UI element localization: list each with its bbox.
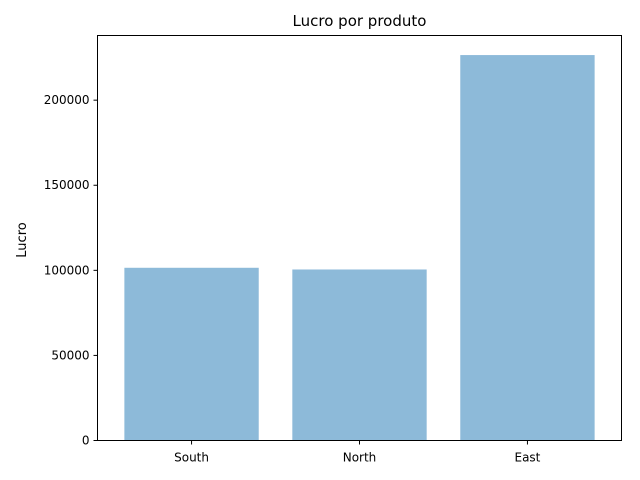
y-axis-ticks: 0 50000 100000 150000 200000 [44, 93, 98, 448]
x-axis-ticks: South North East [174, 440, 541, 465]
x-tick-label: South [174, 451, 209, 465]
plot-frame [97, 35, 622, 441]
y-tick-label: 200000 [44, 93, 90, 107]
bars-group [124, 55, 595, 441]
y-tick-label: 100000 [44, 263, 90, 277]
y-tick-label: 150000 [44, 178, 90, 192]
x-tick-label: North [343, 451, 377, 465]
chart-title: Lucro por produto [293, 12, 427, 30]
bar-south [124, 267, 259, 441]
y-tick-label: 50000 [51, 348, 89, 362]
x-tick-label: East [514, 451, 540, 465]
bar-east [460, 55, 595, 441]
bar-north [292, 269, 427, 441]
y-axis-label: Lucro [15, 222, 30, 257]
y-tick-label: 0 [82, 434, 90, 448]
